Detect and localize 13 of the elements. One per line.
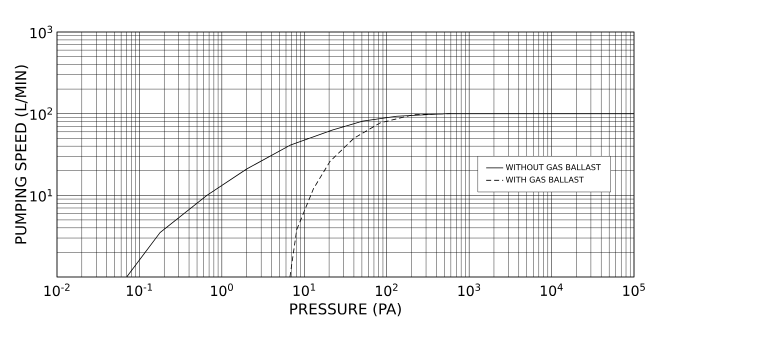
y-tick-label: 10$^{3}$ xyxy=(30,26,52,38)
y-axis-title: PUMPING SPEED (L/MIN) xyxy=(14,65,28,244)
x-tick-label: 10$^{-2}$ xyxy=(44,284,70,296)
x-tick-label: 10$^{5}$ xyxy=(623,284,645,296)
x-tick-label: 10$^{1}$ xyxy=(294,284,316,296)
x-tick-label: 10$^{0}$ xyxy=(211,284,233,296)
x-tick-label: 10$^{3}$ xyxy=(458,284,480,296)
x-tick-label: 10$^{2}$ xyxy=(376,284,398,296)
y-tick-label: 10$^{2}$ xyxy=(30,107,52,120)
x-axis-title: PRESSURE (PA) xyxy=(290,303,401,316)
y-tick-label: 10$^{1}$ xyxy=(30,189,52,202)
x-tick-label: 10$^{-1}$ xyxy=(126,284,152,296)
x-tick-label: 10$^{4}$ xyxy=(540,284,563,296)
